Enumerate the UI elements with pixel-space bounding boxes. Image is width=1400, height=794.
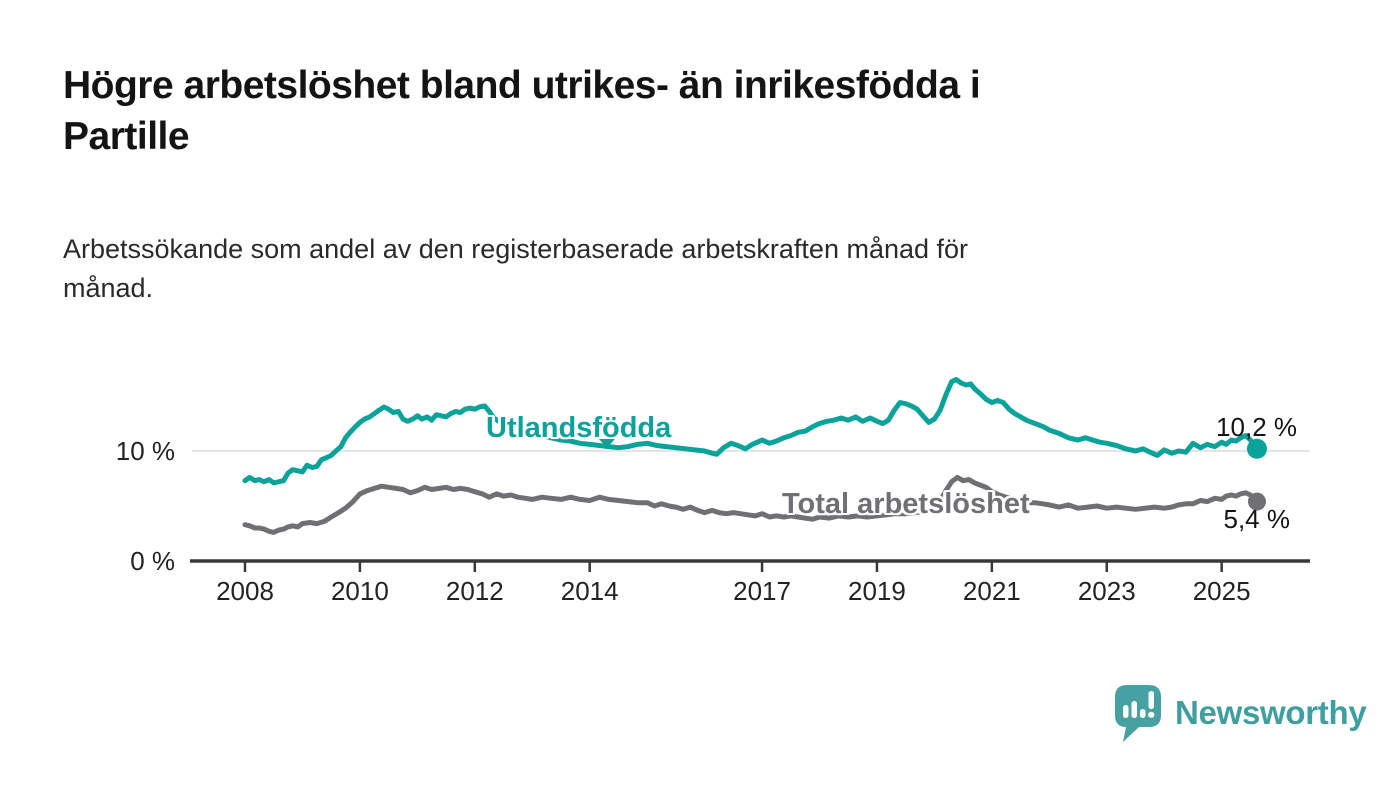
x-axis-tick-label: 2012 [445, 576, 504, 606]
bar-icon [1123, 705, 1129, 718]
newsworthy-logo-icon [1115, 685, 1161, 742]
subtitle-line-2: månad. [63, 273, 154, 303]
y-axis-tick-label: 0 % [130, 546, 175, 576]
x-axis-tick-label: 2017 [733, 576, 791, 606]
x-axis-tick-label: 2008 [216, 576, 274, 606]
series-end-dot-1 [1247, 492, 1266, 511]
end-value-label-utlandsfodda: 10,2 % [1216, 412, 1297, 442]
series-label-total-arbetsloshet: Total arbetslöshet [782, 488, 1030, 520]
bar-icon [1140, 709, 1146, 718]
subtitle-line-1: Arbetssökande som andel av den registerb… [63, 234, 969, 264]
newsworthy-logo-text: Newsworthy [1175, 694, 1367, 731]
chart-subtitle: Arbetssökande som andel av den registerb… [63, 230, 1313, 308]
x-axis-tick-label: 2025 [1192, 576, 1251, 606]
title-line-2: Partille [63, 115, 190, 158]
x-axis-tick-label: 2014 [560, 576, 619, 606]
series-line-0 [242, 377, 1258, 486]
series-label-utlandsfodda: Utlandsfödda [486, 412, 672, 444]
end-value-label-total: 5,4 % [1223, 504, 1291, 534]
title-line-1: Högre arbetslöshet bland utrikes- än inr… [63, 64, 981, 107]
newsworthy-logo: Newsworthy [1112, 682, 1367, 744]
exclamation-dot-icon [1148, 711, 1155, 718]
bar-icon [1131, 701, 1137, 718]
x-axis-tick-label: 2010 [330, 576, 389, 606]
series-pointer-triangle-icon [599, 439, 615, 448]
y-axis-tick-label: 10 % [115, 436, 175, 466]
x-axis-tick-label: 2019 [848, 576, 906, 606]
x-axis-tick-label: 2023 [1077, 576, 1136, 606]
series-end-dot-0 [1246, 438, 1267, 459]
exclamation-icon [1148, 691, 1154, 709]
x-axis-tick-label: 2021 [962, 576, 1021, 606]
page-title: Högre arbetslöshet bland utrikes- än inr… [63, 60, 1313, 162]
series-line-1 [242, 474, 1258, 535]
